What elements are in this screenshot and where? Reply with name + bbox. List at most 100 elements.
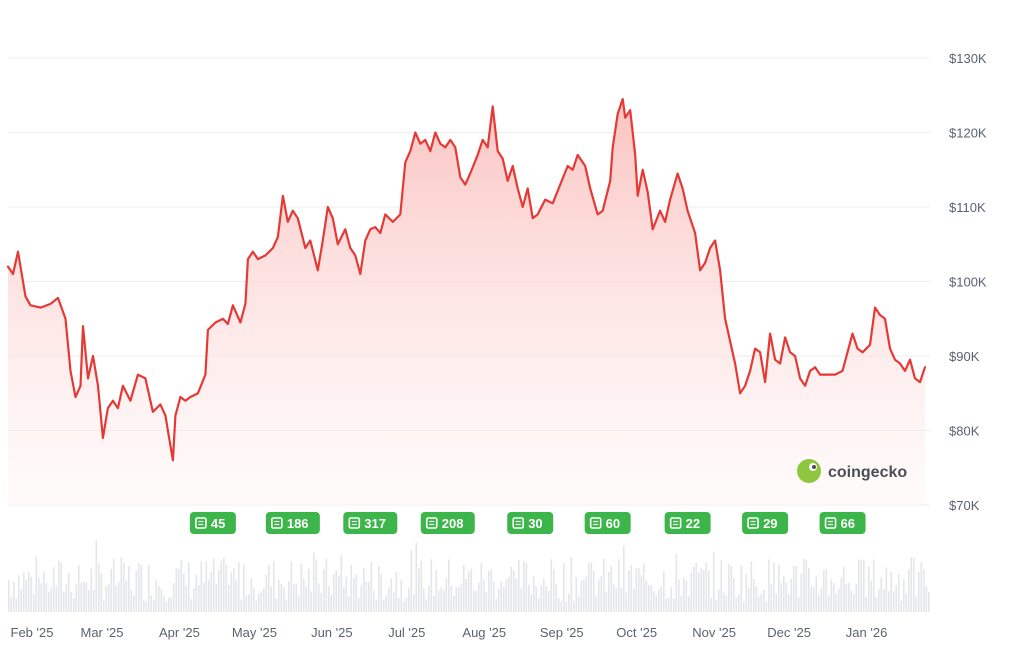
news-badge[interactable]: 60 bbox=[584, 512, 631, 534]
volume-bar bbox=[848, 583, 850, 612]
volume-bar bbox=[100, 573, 103, 612]
news-count: 317 bbox=[364, 516, 386, 531]
volume-bar bbox=[393, 592, 395, 612]
volume-bar bbox=[473, 590, 475, 612]
volume-bar bbox=[410, 549, 413, 612]
volume-bar bbox=[305, 586, 308, 612]
news-count: 208 bbox=[442, 516, 464, 531]
volume-bar bbox=[163, 595, 165, 612]
news-count: 30 bbox=[528, 516, 542, 531]
volume-bar bbox=[690, 572, 693, 612]
volume-bar bbox=[888, 591, 890, 612]
x-tick-label: Mar '25 bbox=[80, 625, 123, 640]
volume-bar bbox=[678, 579, 680, 612]
news-badge[interactable]: 29 bbox=[742, 512, 789, 534]
volume-bar bbox=[530, 594, 533, 612]
news-badge[interactable]: 317 bbox=[343, 512, 398, 534]
volume-bar bbox=[123, 562, 125, 612]
volume-bar bbox=[288, 581, 290, 612]
volume-bar bbox=[115, 585, 118, 612]
news-badge[interactable]: 30 bbox=[507, 512, 554, 534]
volume-bar bbox=[465, 578, 468, 612]
volume-bar bbox=[573, 600, 575, 612]
volume-bar bbox=[178, 568, 180, 612]
volume-bar bbox=[340, 554, 343, 612]
x-tick-label: Jan '26 bbox=[846, 625, 888, 640]
volume-bar bbox=[28, 571, 30, 612]
volume-bar bbox=[440, 587, 443, 612]
y-tick-label: $90K bbox=[949, 349, 980, 364]
volume-bar bbox=[138, 562, 140, 612]
news-badge[interactable]: 45 bbox=[189, 512, 236, 534]
volume-bar bbox=[338, 575, 340, 612]
volume-bar bbox=[388, 588, 390, 612]
volume-bar bbox=[513, 570, 515, 612]
volume-bar bbox=[258, 593, 260, 612]
volume-bar bbox=[290, 561, 293, 612]
volume-bar bbox=[638, 568, 640, 612]
volume-bar bbox=[310, 591, 313, 612]
volume-bar bbox=[813, 586, 815, 612]
volume-bar bbox=[48, 591, 50, 612]
volume-bar bbox=[445, 578, 448, 612]
x-tick-label: May '25 bbox=[232, 625, 277, 640]
news-badge[interactable]: 22 bbox=[664, 512, 711, 534]
news-badge[interactable]: 186 bbox=[265, 512, 320, 534]
newspaper-icon bbox=[824, 517, 837, 529]
volume-bar bbox=[35, 556, 38, 612]
news-badge[interactable]: 208 bbox=[420, 512, 475, 534]
volume-bar bbox=[40, 583, 43, 612]
volume-bar bbox=[193, 588, 195, 612]
volume-bar bbox=[740, 565, 743, 612]
volume-bar bbox=[543, 578, 545, 612]
volume-bar bbox=[523, 561, 525, 612]
volume-bar bbox=[563, 562, 565, 612]
price-line[interactable] bbox=[6, 97, 927, 462]
volume-bar bbox=[33, 594, 35, 612]
volume-bar bbox=[803, 558, 805, 612]
volume-bar bbox=[793, 565, 795, 612]
volume-bar bbox=[45, 583, 48, 612]
news-badges[interactable]: 45 186 317 208 30 60 22 29 66 bbox=[189, 512, 866, 534]
volume-bar bbox=[175, 567, 178, 612]
volume-bar bbox=[328, 586, 330, 612]
volume-bar bbox=[58, 560, 60, 612]
volume-bar bbox=[503, 587, 505, 612]
volume-bar bbox=[345, 576, 348, 612]
volume-bar bbox=[293, 583, 295, 612]
volume-bar bbox=[590, 562, 593, 612]
volume-bar bbox=[553, 569, 555, 612]
volume-bar bbox=[580, 580, 583, 612]
volume-bar bbox=[595, 596, 598, 612]
volume-bar bbox=[608, 571, 610, 612]
volume-bar bbox=[395, 572, 398, 612]
volume-bar bbox=[370, 562, 373, 612]
volume-bar bbox=[165, 601, 168, 612]
volume-bar bbox=[615, 587, 618, 612]
volume-bar bbox=[485, 591, 488, 612]
volume-bar bbox=[883, 589, 885, 612]
volume-bar bbox=[730, 565, 733, 612]
volume-bar bbox=[348, 596, 350, 612]
y-tick-label: $110K bbox=[949, 200, 986, 215]
volume-bar bbox=[355, 574, 358, 612]
volume-bar bbox=[160, 588, 163, 612]
volume-bar bbox=[323, 569, 325, 612]
news-badge[interactable]: 66 bbox=[819, 512, 866, 534]
news-count: 29 bbox=[763, 516, 777, 531]
volume-bar bbox=[830, 579, 833, 612]
volume-bar bbox=[500, 581, 503, 612]
volume-bar bbox=[240, 599, 243, 612]
volume-bar bbox=[650, 585, 653, 612]
volume-bar bbox=[353, 578, 355, 612]
volume-bar bbox=[913, 557, 915, 612]
volume-bar bbox=[885, 567, 888, 612]
volume-bar bbox=[713, 551, 715, 612]
volume-bar bbox=[795, 566, 798, 612]
volume-bar bbox=[570, 557, 573, 612]
volume-bar bbox=[150, 595, 153, 612]
volume-bar bbox=[438, 590, 440, 612]
volume-bar bbox=[155, 580, 158, 612]
newspaper-icon bbox=[747, 517, 759, 529]
